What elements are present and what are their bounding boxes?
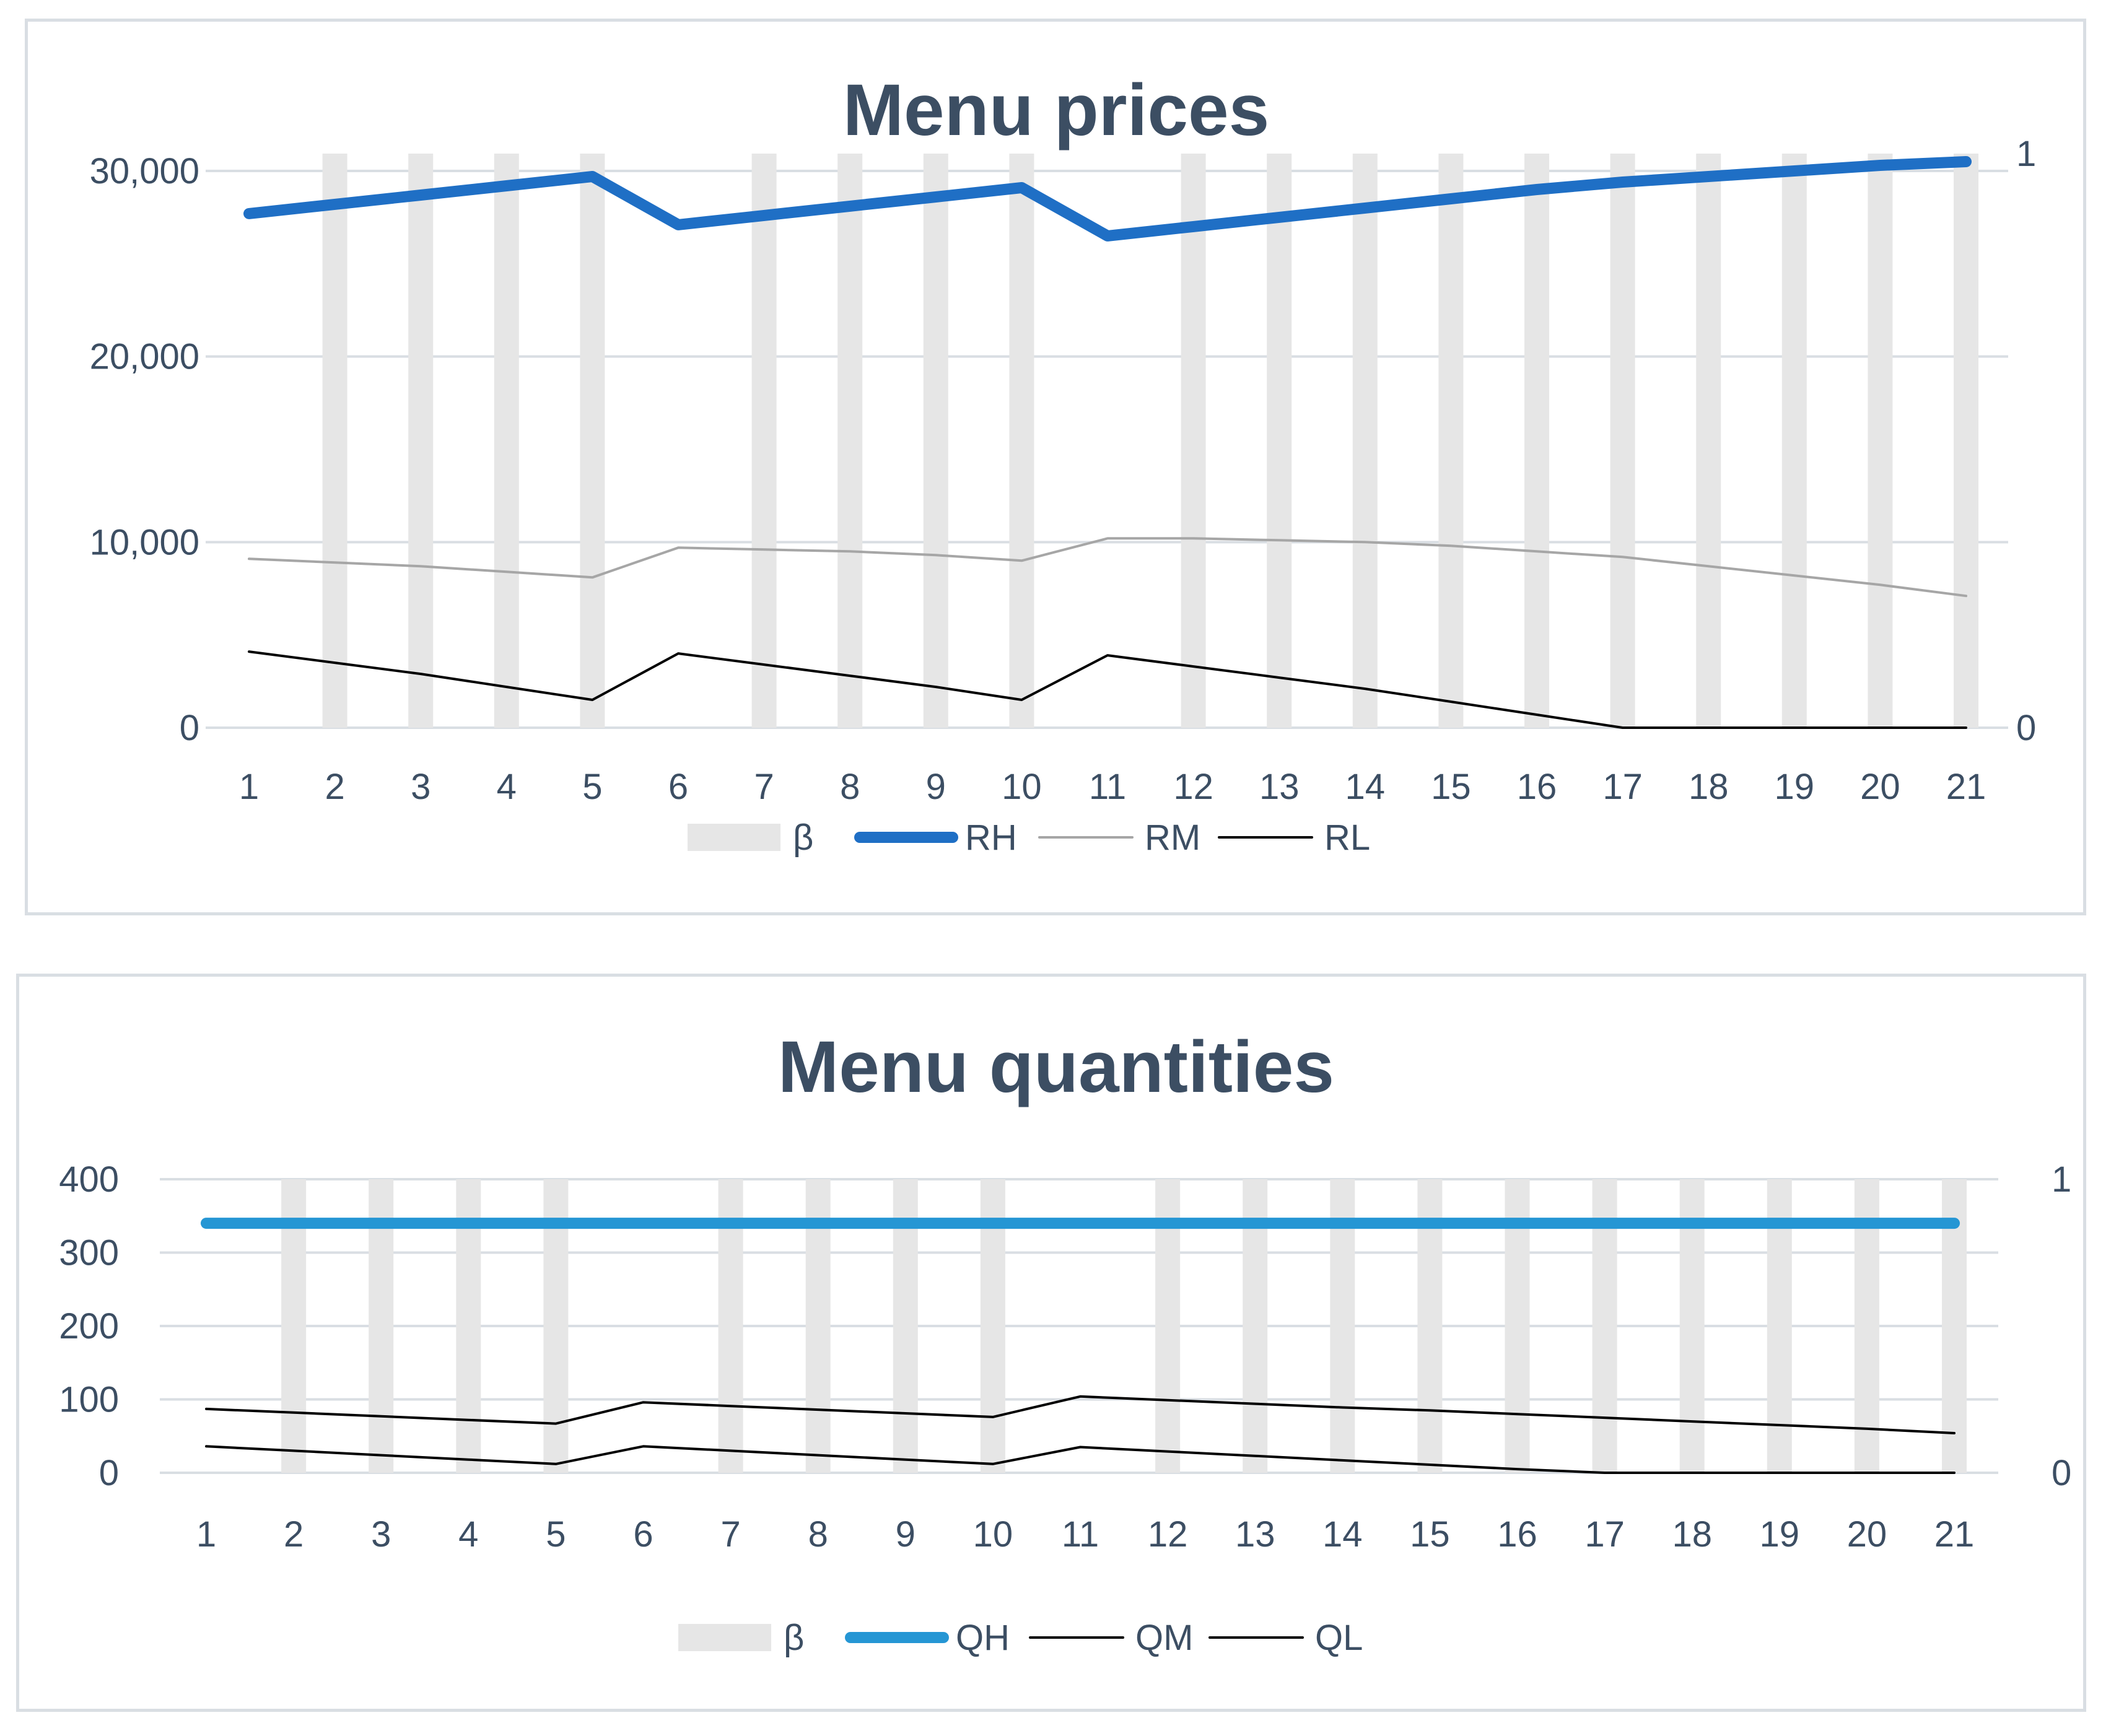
x-tick-label: 7 xyxy=(754,767,774,807)
x-tick-label: 21 xyxy=(1934,1514,1975,1555)
bar-beta xyxy=(1009,154,1034,728)
bar-beta xyxy=(837,154,863,728)
legend-label-beta: β xyxy=(784,1618,804,1658)
y-tick-label: 400 xyxy=(59,1159,119,1200)
x-tick-label: 15 xyxy=(1410,1514,1450,1555)
x-tick-label: 2 xyxy=(284,1514,304,1555)
x-tick-label: 9 xyxy=(896,1514,916,1555)
x-tick-label: 18 xyxy=(1689,767,1729,807)
x-tick-label: 16 xyxy=(1517,767,1557,807)
legend-label-beta: β xyxy=(793,818,813,858)
y2-tick-label: 1 xyxy=(2052,1159,2071,1200)
y-tick-label: 10,000 xyxy=(90,522,199,562)
bar-beta xyxy=(923,154,948,728)
x-tick-label: 19 xyxy=(1760,1514,1800,1555)
x-tick-label: 12 xyxy=(1148,1514,1188,1555)
x-tick-label: 6 xyxy=(668,767,688,807)
y-tick-label: 300 xyxy=(59,1233,119,1273)
x-tick-label: 16 xyxy=(1497,1514,1537,1555)
bar-beta xyxy=(1438,154,1464,728)
series-line-ql xyxy=(205,1445,1956,1474)
y2-tick-label: 0 xyxy=(2016,708,2036,748)
y-tick-label: 20,000 xyxy=(90,337,199,377)
x-tick-label: 10 xyxy=(973,1514,1013,1555)
x-tick-label: 5 xyxy=(582,767,602,807)
series-line-rm xyxy=(248,537,1967,598)
bar-beta xyxy=(1954,154,1978,728)
chart-title: Menu prices xyxy=(843,69,1270,151)
legend-label-qh: QH xyxy=(956,1618,1010,1658)
x-tick-label: 13 xyxy=(1259,767,1300,807)
bar-beta xyxy=(1181,154,1206,728)
legend-label-rl: RL xyxy=(1324,818,1370,858)
x-tick-label: 13 xyxy=(1235,1514,1275,1555)
menu-quantities-chart xyxy=(16,974,2086,1712)
x-tick-label: 6 xyxy=(633,1514,653,1555)
x-tick-label: 11 xyxy=(1089,767,1126,807)
y-tick-label: 30,000 xyxy=(90,151,199,191)
bar-beta xyxy=(408,154,434,728)
menu-prices-chart xyxy=(25,19,2086,915)
chart-1-legend: β RH RM RL xyxy=(688,818,1370,858)
bar-beta xyxy=(1781,154,1807,728)
y-tick-label: 0 xyxy=(180,708,199,748)
bar-beta xyxy=(322,154,347,728)
y2-tick-label: 1 xyxy=(2016,134,2036,174)
x-tick-label: 3 xyxy=(411,767,431,807)
x-tick-label: 21 xyxy=(1946,767,1986,807)
chart-title: Menu quantities xyxy=(778,1026,1334,1108)
x-tick-label: 4 xyxy=(458,1514,478,1555)
bar-beta xyxy=(580,154,605,728)
x-tick-label: 4 xyxy=(497,767,517,807)
x-tick-label: 10 xyxy=(1002,767,1042,807)
x-tick-label: 5 xyxy=(546,1514,566,1555)
x-tick-label: 8 xyxy=(808,1514,828,1555)
x-tick-label: 19 xyxy=(1775,767,1815,807)
legend-label-qm: QM xyxy=(1135,1618,1193,1658)
chart-2-legend: β QH QM QL xyxy=(678,1618,1363,1658)
x-tick-label: 12 xyxy=(1173,767,1213,807)
x-tick-label: 7 xyxy=(720,1514,740,1555)
x-tick-label: 14 xyxy=(1322,1514,1363,1555)
legend-label-rm: RM xyxy=(1145,818,1200,858)
x-tick-label: 9 xyxy=(926,767,946,807)
series-line-rh xyxy=(243,156,1972,242)
y-tick-label: 200 xyxy=(59,1306,119,1346)
x-tick-label: 20 xyxy=(1860,767,1900,807)
x-tick-label: 18 xyxy=(1672,1514,1712,1555)
x-tick-label: 14 xyxy=(1345,767,1386,807)
bar-beta xyxy=(1610,154,1635,728)
x-tick-label: 3 xyxy=(371,1514,391,1555)
x-tick-label: 15 xyxy=(1431,767,1471,807)
bar-beta xyxy=(1524,154,1549,728)
bar-beta xyxy=(1868,154,1893,728)
x-tick-label: 11 xyxy=(1062,1514,1099,1555)
x-tick-label: 17 xyxy=(1602,767,1643,807)
series-line-qm xyxy=(205,1395,1956,1434)
bar-beta xyxy=(494,154,519,728)
x-tick-label: 1 xyxy=(239,767,259,807)
bar-beta xyxy=(1352,154,1378,728)
legend-label-rh: RH xyxy=(965,818,1017,858)
x-tick-label: 20 xyxy=(1847,1514,1887,1555)
bar-beta xyxy=(1267,154,1292,728)
legend-swatch-beta xyxy=(678,1624,771,1651)
y2-tick-label: 0 xyxy=(2052,1453,2071,1493)
legend-swatch-beta xyxy=(688,824,780,851)
series-line-rl xyxy=(248,650,1967,729)
x-tick-label: 2 xyxy=(325,767,344,807)
x-tick-label: 17 xyxy=(1584,1514,1625,1555)
x-tick-label: 8 xyxy=(840,767,860,807)
y-tick-label: 100 xyxy=(59,1380,119,1420)
legend-label-ql: QL xyxy=(1315,1618,1363,1658)
x-tick-label: 1 xyxy=(196,1514,216,1555)
y-tick-label: 0 xyxy=(99,1453,119,1493)
bar-beta xyxy=(1696,154,1721,728)
bar-beta xyxy=(751,154,777,728)
